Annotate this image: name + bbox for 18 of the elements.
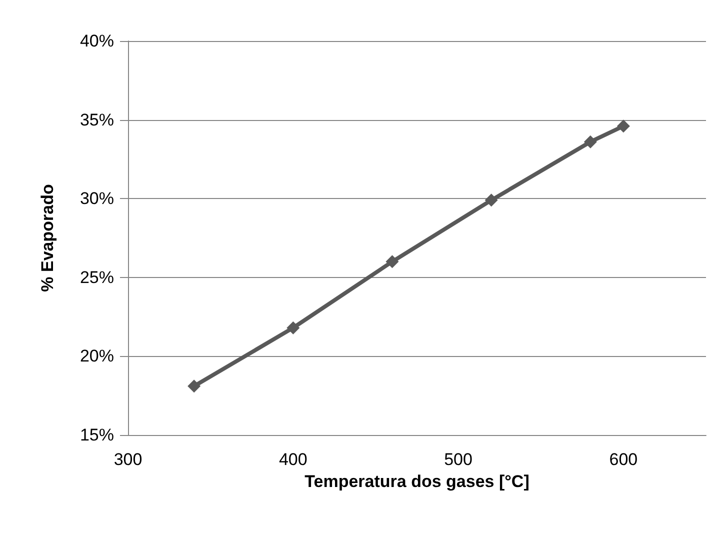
x-tick-label: 600 xyxy=(609,450,638,469)
point xyxy=(616,120,630,133)
y-tick-label: 20% xyxy=(80,346,114,366)
y-tick-label: 40% xyxy=(80,32,114,50)
x-tick-label: 500 xyxy=(444,450,472,469)
x-tick-label: 400 xyxy=(278,450,308,469)
point xyxy=(386,255,399,268)
point xyxy=(286,321,300,334)
x-tick-label: 300 xyxy=(114,450,142,469)
y-tick-label: 35% xyxy=(80,110,114,130)
point xyxy=(188,380,201,393)
point xyxy=(584,135,597,148)
y-tick-label: 15% xyxy=(80,426,114,444)
y-axis-title: % Evaporado xyxy=(38,184,57,292)
x-axis-title: Temperatura dos gases [°C] xyxy=(304,472,530,491)
y-tick-label: 30% xyxy=(80,189,114,208)
y-tick-label: 25% xyxy=(80,268,114,287)
point xyxy=(484,194,498,207)
